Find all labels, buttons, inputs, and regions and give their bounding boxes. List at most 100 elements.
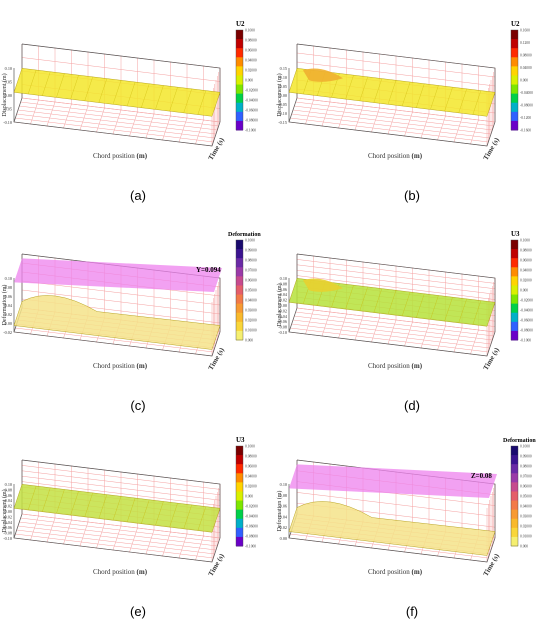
colorbar-band bbox=[511, 240, 518, 250]
colorbar-band bbox=[511, 249, 518, 259]
grid-line bbox=[16, 529, 215, 555]
surface-mesh-line bbox=[70, 75, 79, 100]
colorbar-tick-label: 0.03000 bbox=[520, 515, 532, 519]
chart-panel: 0.10 0.05 0.00 -0.05 -0.10 Displacement (m) Ch… bbox=[0, 8, 275, 213]
surface-mesh-line bbox=[416, 293, 425, 318]
colorbar-band bbox=[511, 330, 518, 341]
surface-peak bbox=[303, 278, 343, 292]
colorbar-tick-label: 0.08000 bbox=[520, 54, 532, 58]
panel-label: (d) bbox=[404, 398, 420, 413]
surface-mesh-line bbox=[345, 285, 354, 310]
y-tick-label: 0.08 bbox=[5, 487, 12, 492]
z-axis-label: Time (s) bbox=[207, 552, 227, 578]
chart-panel: 0.10 0.08 0.06 0.04 0.02 0.00 -0.02 Deformation… bbox=[0, 218, 275, 423]
grid-line bbox=[292, 319, 492, 345]
colorbar: 0.1000 0.08000 0.06000 0.04000 0.02000 0.000 -… bbox=[510, 230, 533, 343]
colorbar-title: Deformation bbox=[503, 438, 536, 444]
surface-mesh bbox=[13, 295, 221, 350]
y-tick-label: -0.08 bbox=[278, 325, 287, 330]
colorbar-band bbox=[236, 500, 243, 511]
chart-svg: 0.10 0.08 0.06 0.04 0.02 0.00 -0.02 Deformation… bbox=[1, 232, 261, 372]
grid-line bbox=[17, 525, 217, 551]
colorbar-band bbox=[511, 482, 518, 492]
y-tick-label: -0.02 bbox=[3, 330, 12, 335]
surface-mesh-line bbox=[155, 501, 164, 526]
colorbar-band bbox=[236, 491, 243, 502]
chart-svg: 0.10 0.05 0.00 -0.05 -0.10 Displacement (m) Ch… bbox=[1, 20, 258, 162]
colorbar-border bbox=[235, 239, 244, 341]
colorbar-band bbox=[236, 57, 243, 67]
colorbar-tick-label: -0.06000 bbox=[520, 319, 533, 323]
z-axis-label: Time (s) bbox=[482, 136, 502, 162]
colorbar-band bbox=[236, 66, 243, 76]
colorbar-tick-label: 0.1000 bbox=[520, 239, 530, 243]
y-tick-label: 0.08 bbox=[5, 285, 12, 290]
colorbar-band bbox=[511, 258, 518, 268]
colorbar-band bbox=[236, 527, 243, 538]
grid-line bbox=[21, 97, 221, 123]
x-axis-label: Chord position (m) bbox=[368, 568, 423, 576]
colorbar-band bbox=[511, 321, 518, 332]
colorbar-border bbox=[510, 239, 519, 341]
surface-mesh-line bbox=[169, 503, 178, 528]
colorbar-band bbox=[236, 473, 243, 483]
colorbar-tick-label: 0.07000 bbox=[245, 269, 257, 273]
surface bbox=[288, 68, 496, 117]
colorbar-tick-label: -0.02000 bbox=[520, 299, 533, 303]
panel-label: (c) bbox=[130, 398, 146, 413]
y-tick-label: -0.06 bbox=[278, 319, 287, 324]
surface-mesh-line bbox=[472, 90, 481, 115]
chart-svg: 0.100.080.060.040.020.00-0.02-0.04-0.06-… bbox=[276, 230, 533, 372]
colorbar-title: U3 bbox=[511, 230, 520, 238]
colorbar-tick-label: 0.06000 bbox=[520, 485, 532, 489]
colorbar-tick-label: -0.1000 bbox=[520, 339, 531, 343]
surface-mesh-line bbox=[430, 85, 439, 110]
z-axis-label: Time (s) bbox=[207, 136, 227, 162]
colorbar-band bbox=[511, 527, 518, 538]
y-tick-label: -0.05 bbox=[3, 107, 12, 112]
grid-line bbox=[294, 105, 493, 131]
grid-line bbox=[19, 521, 218, 547]
colorbar-border bbox=[510, 445, 519, 547]
x-axis-label-text: Chord position bbox=[93, 362, 137, 370]
colorbar-tick-label: 0.05000 bbox=[520, 495, 532, 499]
colorbar-band bbox=[511, 500, 518, 511]
z-axis-label: Time (s) bbox=[482, 346, 502, 372]
colorbar-tick-label: 0.06000 bbox=[245, 465, 257, 469]
colorbar: 0.1000 0.08000 0.06000 0.04000 0.02000 0.000 -… bbox=[235, 436, 258, 549]
surface-mesh-line bbox=[98, 78, 107, 103]
colorbar-tick-label: 0.000 bbox=[520, 79, 528, 83]
y-tick-label: 0.00 bbox=[280, 536, 287, 541]
colorbar-band bbox=[511, 312, 518, 323]
y-tick-label: 0.10 bbox=[5, 276, 12, 281]
colorbar-band bbox=[236, 294, 243, 305]
colorbar-band bbox=[236, 285, 243, 296]
y-tick-label: 0.08 bbox=[280, 493, 287, 498]
axis-frame bbox=[288, 253, 496, 357]
colorbar-band bbox=[236, 455, 243, 465]
surface-mesh-line bbox=[141, 499, 150, 524]
y-tick-label: -0.10 bbox=[3, 120, 12, 125]
y-axis-label: Displacement (m) bbox=[1, 73, 8, 116]
grid-line bbox=[20, 517, 219, 543]
colorbar-tick-label: 0.04000 bbox=[245, 59, 257, 63]
x-axis-label: Chord position (m) bbox=[368, 362, 423, 370]
colorbar-tick-label: 0.04000 bbox=[245, 299, 257, 303]
colorbar-tick-label: 0.1000 bbox=[245, 445, 255, 449]
y-tick-label: -0.10 bbox=[278, 330, 287, 335]
y-axis-label: Displacement (m) bbox=[1, 489, 8, 532]
surface-mesh-line bbox=[430, 295, 439, 320]
threshold-label: Z=0.08 bbox=[471, 472, 492, 480]
colorbar-tick-label: 0.000 bbox=[245, 79, 253, 83]
surface-mesh-line bbox=[169, 87, 178, 112]
threshold-plane bbox=[289, 464, 497, 498]
colorbar-title: Deformation bbox=[228, 232, 261, 238]
x-axis-label: Chord position (m) bbox=[368, 152, 423, 160]
colorbar-band bbox=[511, 303, 518, 314]
colorbar-border bbox=[235, 445, 244, 547]
surface-mesh-line bbox=[472, 300, 481, 325]
colorbar-band bbox=[236, 30, 243, 40]
axis-frame bbox=[288, 43, 496, 147]
colorbar-tick-label: 0.05000 bbox=[245, 289, 257, 293]
y-tick-label: 0.10 bbox=[280, 75, 287, 80]
